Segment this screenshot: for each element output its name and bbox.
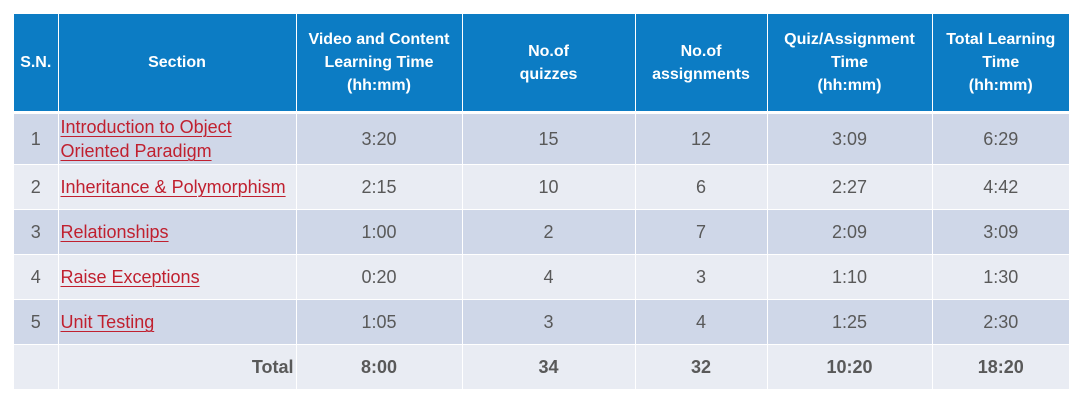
course-sections-table: S.N. Section Video and Content Learning … [14,14,1069,390]
header-assignments: No.of assignments [635,14,768,114]
cell-total-time: 3:09 [932,209,1069,255]
cell-quiz-time: 1:10 [767,254,933,300]
cell-quizzes: 15 [462,112,636,165]
cell-sn: 5 [14,299,59,345]
header-total-learning-time: Total Learning Time (hh:mm) [932,14,1069,114]
total-learning-time: 18:20 [932,344,1069,390]
cell-assignments: 4 [635,299,768,345]
table-row: 5 Unit Testing 1:05 3 4 1:25 2:30 [14,299,1069,345]
cell-quiz-time: 2:27 [767,164,933,210]
header-sn: S.N. [14,14,59,114]
section-link-raise-exceptions[interactable]: Raise Exceptions [60,267,200,287]
cell-quizzes: 3 [462,299,636,345]
cell-quiz-time: 1:25 [767,299,933,345]
cell-section: Unit Testing [58,299,297,345]
table-row: 1 Introduction to Object Oriented Paradi… [14,112,1069,165]
cell-assignments: 12 [635,112,768,165]
total-assignments: 32 [635,344,768,390]
cell-assignments: 6 [635,164,768,210]
total-video-time: 8:00 [296,344,463,390]
cell-quiz-time: 2:09 [767,209,933,255]
cell-sn: 1 [14,112,59,165]
cell-total-time: 4:42 [932,164,1069,210]
total-label: Total [58,344,297,390]
cell-video-time: 1:00 [296,209,463,255]
cell-total-time: 6:29 [932,112,1069,165]
total-row: Total 8:00 34 32 10:20 18:20 [14,344,1069,390]
cell-section: Raise Exceptions [58,254,297,300]
cell-video-time: 3:20 [296,112,463,165]
header-row: S.N. Section Video and Content Learning … [14,14,1069,114]
cell-section: Inheritance & Polymorphism [58,164,297,210]
cell-quizzes: 2 [462,209,636,255]
cell-video-time: 1:05 [296,299,463,345]
cell-video-time: 0:20 [296,254,463,300]
cell-sn: 2 [14,164,59,210]
header-quizzes: No.of quizzes [462,14,636,114]
section-link-unit-testing[interactable]: Unit Testing [60,312,155,332]
cell-total-time: 1:30 [932,254,1069,300]
section-link-relationships[interactable]: Relationships [60,222,169,242]
cell-quizzes: 10 [462,164,636,210]
header-video-time: Video and Content Learning Time (hh:mm) [296,14,463,114]
cell-video-time: 2:15 [296,164,463,210]
section-link-inheritance[interactable]: Inheritance & Polymorphism [60,177,286,197]
table-row: 3 Relationships 1:00 2 7 2:09 3:09 [14,209,1069,255]
cell-section: Relationships [58,209,297,255]
cell-assignments: 3 [635,254,768,300]
cell-section: Introduction to Object Oriented Paradigm [58,112,297,165]
section-link-intro-oop[interactable]: Introduction to Object Oriented Paradigm [60,117,232,161]
total-cell-sn [14,344,59,390]
total-quizzes: 34 [462,344,636,390]
total-quiz-time: 10:20 [767,344,933,390]
header-section: Section [58,14,297,114]
cell-total-time: 2:30 [932,299,1069,345]
cell-assignments: 7 [635,209,768,255]
table-row: 4 Raise Exceptions 0:20 4 3 1:10 1:30 [14,254,1069,300]
cell-quiz-time: 3:09 [767,112,933,165]
cell-sn: 4 [14,254,59,300]
header-quiz-assignment-time: Quiz/Assignment Time (hh:mm) [767,14,933,114]
table-row: 2 Inheritance & Polymorphism 2:15 10 6 2… [14,164,1069,210]
cell-quizzes: 4 [462,254,636,300]
cell-sn: 3 [14,209,59,255]
course-table-container: S.N. Section Video and Content Learning … [14,14,1069,390]
